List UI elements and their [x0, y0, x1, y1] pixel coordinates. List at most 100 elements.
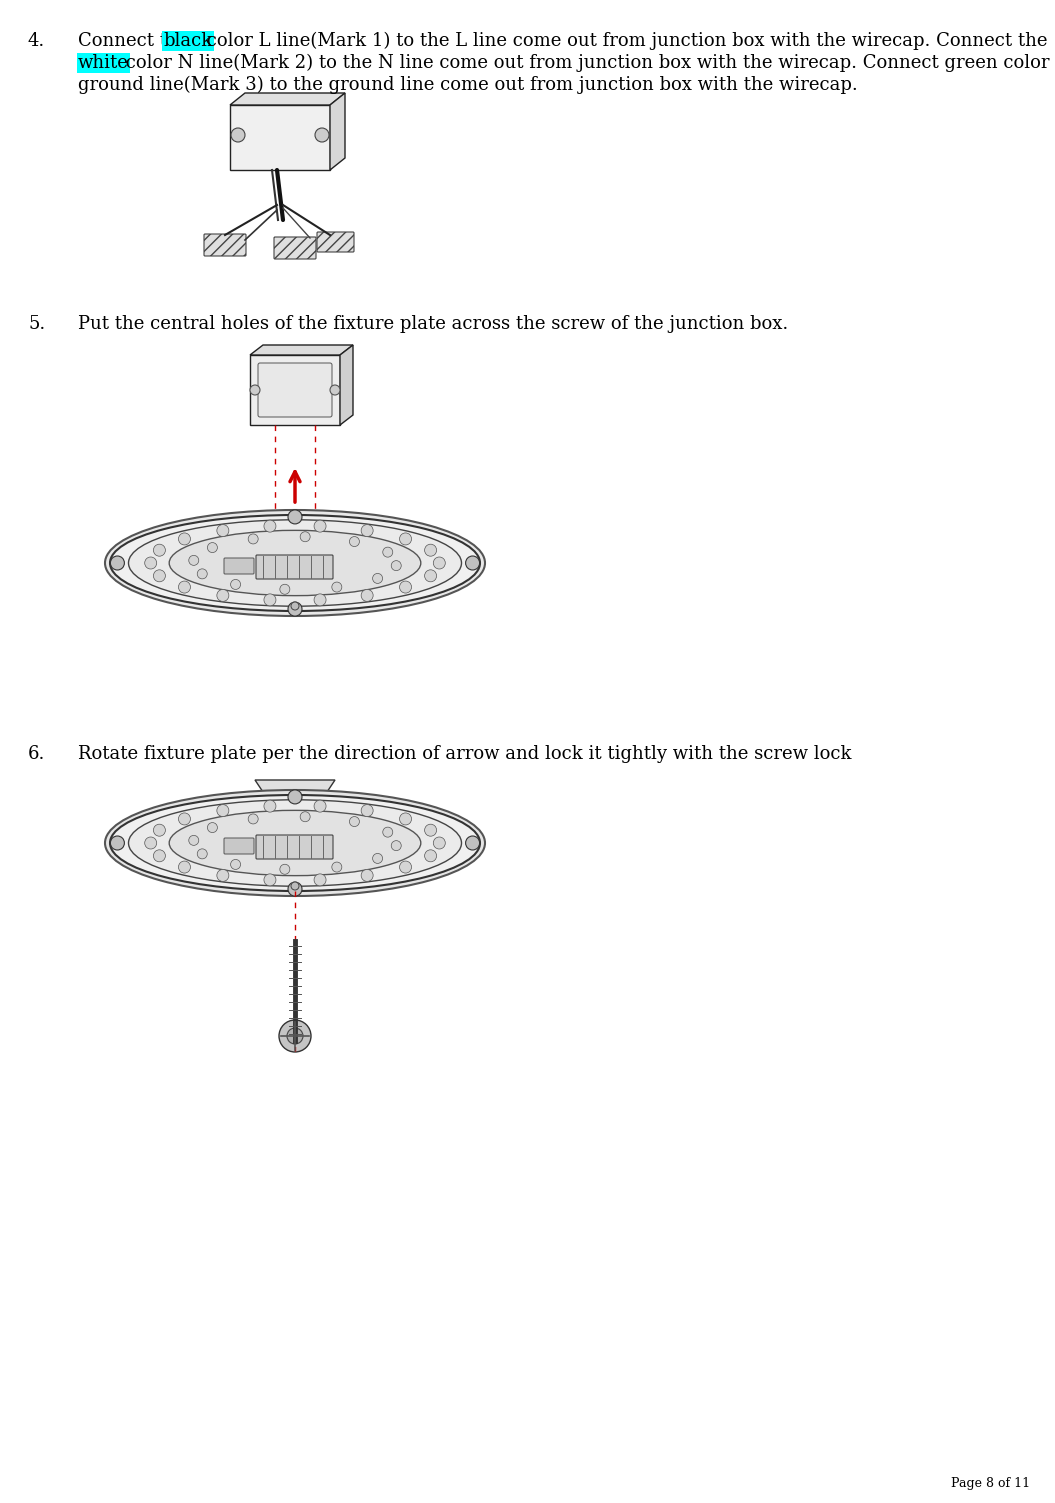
- Text: Put the central holes of the fixture plate across the screw of the junction box.: Put the central holes of the fixture pla…: [78, 316, 788, 334]
- Ellipse shape: [129, 520, 461, 606]
- Circle shape: [264, 800, 276, 812]
- Circle shape: [361, 589, 373, 601]
- Circle shape: [145, 558, 157, 570]
- Circle shape: [153, 824, 166, 836]
- Circle shape: [153, 544, 166, 556]
- Circle shape: [231, 128, 245, 141]
- Circle shape: [279, 1021, 311, 1052]
- Circle shape: [291, 603, 299, 610]
- Ellipse shape: [169, 531, 421, 595]
- Circle shape: [372, 854, 383, 863]
- Circle shape: [264, 594, 276, 606]
- Circle shape: [400, 534, 411, 546]
- Circle shape: [434, 837, 445, 849]
- Ellipse shape: [169, 810, 421, 876]
- Circle shape: [434, 558, 445, 570]
- FancyBboxPatch shape: [258, 364, 332, 416]
- FancyBboxPatch shape: [256, 555, 333, 579]
- Circle shape: [288, 882, 302, 896]
- Circle shape: [280, 585, 290, 594]
- Circle shape: [111, 556, 124, 570]
- Circle shape: [314, 594, 326, 606]
- Circle shape: [153, 849, 166, 861]
- Circle shape: [424, 824, 437, 836]
- Text: color L line(Mark 1) to the L line come out from junction box with the wirecap. : color L line(Mark 1) to the L line come …: [202, 32, 1048, 50]
- Text: 6.: 6.: [28, 745, 45, 764]
- Circle shape: [301, 812, 310, 822]
- Ellipse shape: [106, 510, 485, 616]
- Circle shape: [217, 589, 229, 601]
- Circle shape: [315, 128, 329, 141]
- Circle shape: [178, 813, 191, 825]
- Text: black: black: [164, 32, 212, 50]
- Circle shape: [217, 525, 229, 537]
- Circle shape: [288, 510, 302, 525]
- Polygon shape: [340, 346, 353, 425]
- Circle shape: [361, 525, 373, 537]
- FancyBboxPatch shape: [274, 237, 316, 259]
- Text: Connect the: Connect the: [78, 32, 195, 50]
- Circle shape: [178, 582, 191, 594]
- Circle shape: [208, 543, 217, 553]
- Circle shape: [400, 582, 411, 594]
- Polygon shape: [250, 346, 353, 355]
- Circle shape: [280, 864, 290, 875]
- Circle shape: [248, 534, 258, 544]
- Circle shape: [231, 860, 241, 869]
- Circle shape: [361, 869, 373, 881]
- FancyBboxPatch shape: [224, 839, 254, 854]
- Circle shape: [424, 849, 437, 861]
- Circle shape: [349, 537, 360, 547]
- Circle shape: [111, 836, 124, 851]
- Circle shape: [217, 804, 229, 816]
- Circle shape: [145, 837, 157, 849]
- Ellipse shape: [129, 800, 461, 887]
- Circle shape: [178, 861, 191, 873]
- Circle shape: [332, 863, 342, 872]
- Circle shape: [372, 574, 383, 583]
- Polygon shape: [230, 93, 345, 105]
- Circle shape: [383, 827, 392, 837]
- Circle shape: [248, 815, 258, 824]
- Ellipse shape: [110, 516, 480, 612]
- FancyBboxPatch shape: [224, 558, 254, 574]
- Circle shape: [383, 547, 392, 558]
- Circle shape: [391, 561, 401, 571]
- Circle shape: [287, 1028, 303, 1045]
- Circle shape: [288, 791, 302, 804]
- Circle shape: [178, 534, 191, 546]
- Circle shape: [217, 869, 229, 881]
- Circle shape: [197, 568, 207, 579]
- Polygon shape: [255, 780, 335, 795]
- Circle shape: [153, 570, 166, 582]
- Circle shape: [314, 873, 326, 885]
- Circle shape: [231, 580, 241, 589]
- Circle shape: [349, 816, 360, 827]
- Ellipse shape: [106, 791, 485, 896]
- Circle shape: [291, 882, 299, 890]
- Circle shape: [264, 520, 276, 532]
- FancyBboxPatch shape: [316, 231, 354, 253]
- Circle shape: [314, 520, 326, 532]
- Circle shape: [400, 861, 411, 873]
- Circle shape: [250, 385, 260, 395]
- Circle shape: [332, 582, 342, 592]
- Text: white: white: [78, 54, 129, 72]
- Circle shape: [465, 556, 480, 570]
- Circle shape: [189, 556, 198, 565]
- Circle shape: [314, 800, 326, 812]
- Text: 5.: 5.: [28, 316, 45, 334]
- FancyBboxPatch shape: [256, 836, 333, 860]
- Text: Page 8 of 11: Page 8 of 11: [951, 1477, 1030, 1489]
- Circle shape: [391, 840, 401, 851]
- Circle shape: [264, 873, 276, 885]
- Polygon shape: [330, 93, 345, 170]
- Circle shape: [465, 836, 480, 851]
- FancyBboxPatch shape: [204, 234, 246, 256]
- Text: color N line(Mark 2) to the N line come out from junction box with the wirecap. : color N line(Mark 2) to the N line come …: [120, 54, 1050, 72]
- Polygon shape: [250, 355, 340, 425]
- Circle shape: [424, 570, 437, 582]
- Circle shape: [288, 603, 302, 616]
- Circle shape: [400, 813, 411, 825]
- Circle shape: [189, 836, 198, 845]
